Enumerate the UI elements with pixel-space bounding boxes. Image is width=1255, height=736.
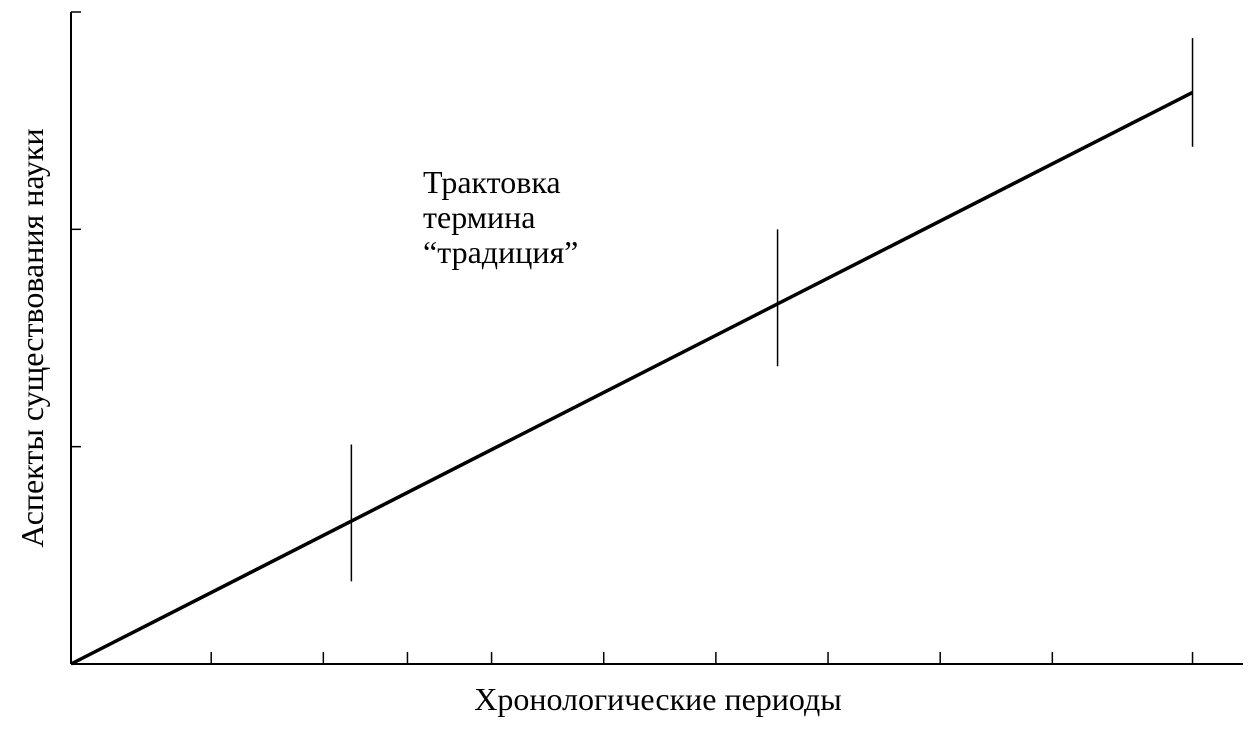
series — [70, 90, 1194, 666]
tick-marks — [71, 11, 1194, 664]
axes — [70, 12, 1243, 665]
annotation-text: Трактовка термина “традиция” — [423, 164, 578, 270]
period-markers — [350, 38, 1194, 582]
y-axis-label: Аспекты существования науки — [14, 128, 50, 547]
series-line — [70, 90, 1194, 666]
annotation-line-2: термина — [423, 199, 535, 235]
annotation-line-1: Трактовка — [423, 164, 561, 200]
annotation-line-3: “традиция” — [423, 234, 578, 270]
x-axis-label: Хронологические периоды — [474, 681, 842, 717]
